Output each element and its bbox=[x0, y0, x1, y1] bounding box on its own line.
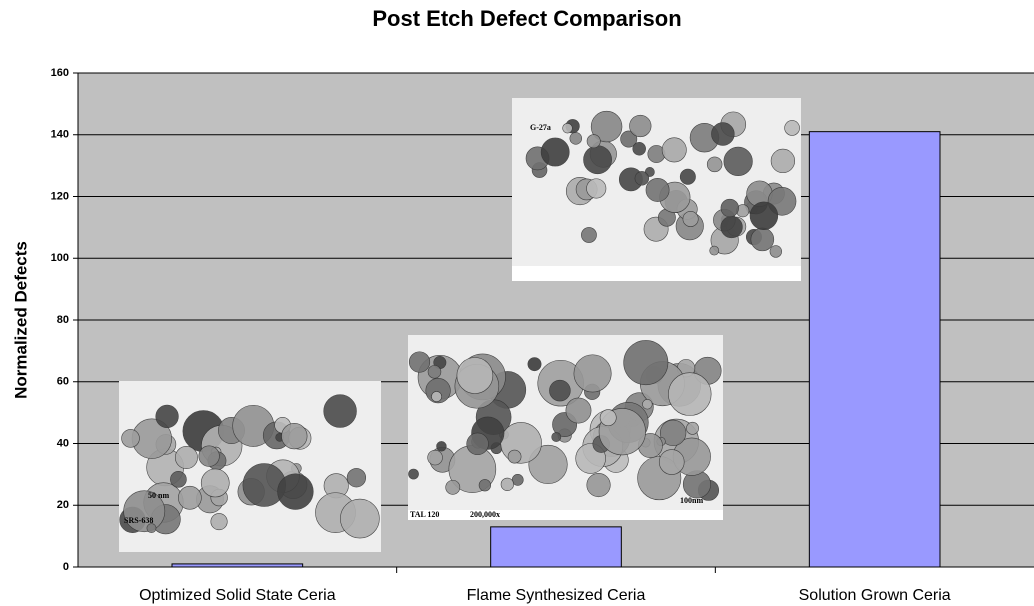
y-tick-label: 80 bbox=[57, 314, 69, 326]
particle bbox=[642, 399, 652, 409]
particle bbox=[446, 480, 460, 494]
particle bbox=[724, 147, 753, 176]
particle bbox=[570, 132, 582, 144]
particle bbox=[785, 120, 800, 135]
particle bbox=[340, 499, 379, 538]
particle bbox=[528, 357, 541, 370]
particle bbox=[587, 179, 606, 198]
particle bbox=[549, 380, 570, 401]
bar bbox=[172, 564, 303, 567]
micrograph-inset bbox=[119, 381, 381, 552]
y-tick-label: 60 bbox=[57, 376, 69, 388]
particle bbox=[479, 479, 491, 491]
particle bbox=[347, 468, 366, 487]
particle bbox=[428, 365, 441, 378]
particle bbox=[199, 446, 220, 467]
particle bbox=[662, 138, 686, 162]
inset-label: 50 nm bbox=[148, 491, 169, 500]
particle bbox=[563, 123, 573, 133]
micrograph-inset bbox=[512, 98, 801, 266]
particle bbox=[501, 478, 514, 491]
particle bbox=[751, 228, 774, 251]
particle bbox=[122, 429, 140, 447]
particle bbox=[178, 486, 201, 509]
particle bbox=[566, 398, 591, 423]
particle bbox=[686, 422, 698, 434]
particle bbox=[680, 169, 695, 184]
particle bbox=[552, 432, 561, 441]
chart: Post Etch Defect Comparison Normalized D… bbox=[0, 0, 1034, 606]
inset-strip bbox=[512, 266, 801, 281]
x-tick-label: Optimized Solid State Ceria bbox=[139, 587, 336, 604]
particle bbox=[581, 227, 596, 242]
y-tick-label: 100 bbox=[51, 252, 69, 264]
y-tick-label: 160 bbox=[51, 67, 69, 79]
particle bbox=[659, 450, 684, 475]
particle bbox=[587, 473, 611, 497]
y-axis-label: Normalized Defects bbox=[11, 241, 30, 399]
particle bbox=[635, 171, 649, 185]
particle bbox=[457, 358, 493, 394]
particle bbox=[170, 471, 186, 487]
particle bbox=[467, 433, 489, 455]
bar bbox=[491, 527, 622, 567]
particle bbox=[324, 395, 357, 428]
y-tick-label: 40 bbox=[57, 437, 69, 449]
particle bbox=[707, 157, 722, 172]
y-tick-label: 120 bbox=[51, 190, 69, 202]
particle bbox=[587, 135, 600, 148]
particle bbox=[683, 211, 698, 226]
micrograph-inset bbox=[408, 335, 723, 510]
particle bbox=[574, 355, 611, 392]
particle bbox=[437, 441, 447, 451]
inset-label: 100nm bbox=[680, 496, 703, 505]
particle bbox=[750, 202, 778, 230]
particle bbox=[629, 115, 651, 137]
particle bbox=[770, 246, 782, 258]
chart-title: Post Etch Defect Comparison bbox=[372, 6, 681, 31]
particle bbox=[584, 146, 612, 174]
particle bbox=[431, 391, 441, 401]
particle bbox=[771, 149, 795, 173]
inset-label: TAL 120 bbox=[410, 510, 439, 519]
particle bbox=[201, 469, 229, 497]
y-tick-label: 140 bbox=[51, 129, 69, 141]
particle bbox=[541, 138, 569, 166]
particle bbox=[211, 513, 227, 529]
x-tick-label: Flame Synthesized Ceria bbox=[467, 587, 646, 604]
particle bbox=[600, 410, 616, 426]
particle bbox=[646, 178, 669, 201]
inset-strip bbox=[408, 510, 723, 520]
particle bbox=[408, 469, 418, 479]
inset-label: 200,000x bbox=[470, 510, 500, 519]
inset-label: G-27a bbox=[530, 123, 551, 132]
particle bbox=[711, 123, 734, 146]
y-tick-label: 0 bbox=[63, 561, 69, 573]
particle bbox=[175, 446, 197, 468]
particle bbox=[710, 246, 719, 255]
y-tick-label: 20 bbox=[57, 499, 69, 511]
particle bbox=[282, 423, 308, 449]
particle bbox=[156, 405, 179, 428]
particle bbox=[668, 373, 711, 416]
bar bbox=[809, 132, 940, 567]
particle bbox=[624, 340, 668, 384]
particle bbox=[428, 450, 443, 465]
particle bbox=[278, 474, 314, 510]
particle bbox=[721, 199, 739, 217]
particle bbox=[633, 142, 646, 155]
particle bbox=[147, 524, 156, 533]
particle bbox=[409, 352, 430, 373]
x-tick-label: Solution Grown Ceria bbox=[799, 587, 951, 604]
inset-label: SRS-638 bbox=[124, 516, 153, 525]
particle bbox=[721, 216, 743, 238]
particle bbox=[508, 450, 521, 463]
